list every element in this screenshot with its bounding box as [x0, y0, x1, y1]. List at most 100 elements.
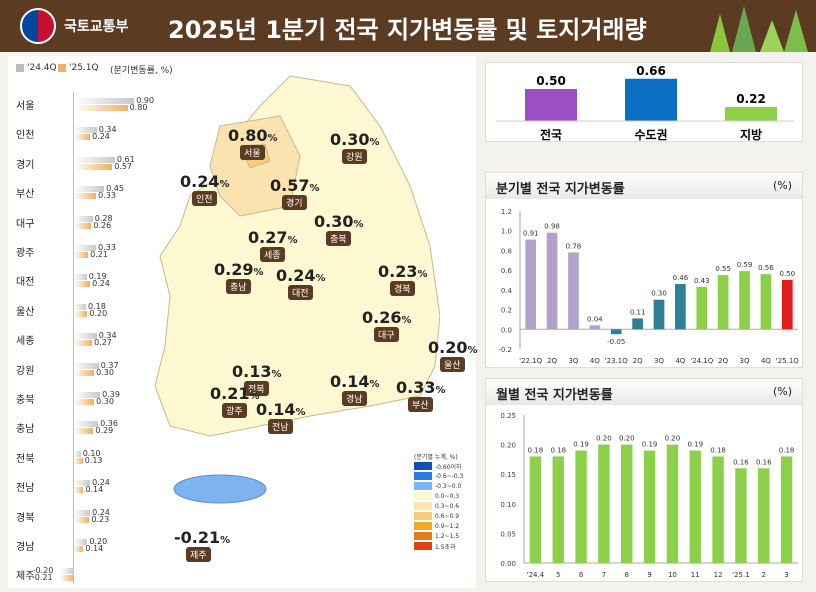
- bar: [546, 232, 558, 330]
- region-label: 경북: [16, 512, 35, 524]
- map-legend-title: (분기별 누계, %): [414, 454, 458, 461]
- bar-b: [74, 428, 94, 435]
- map-value-unit: %: [249, 391, 260, 402]
- bar-a: [74, 509, 91, 516]
- bar: [758, 468, 770, 563]
- x-tick-label: '25.1: [732, 571, 750, 579]
- summary-bar: [725, 106, 777, 121]
- bar: [575, 450, 587, 563]
- bar-a: [74, 245, 97, 251]
- bar-value-b: 0.57: [114, 161, 132, 171]
- x-tick-label: '25.1Q: [776, 357, 800, 365]
- bar-value-a: 0.18: [88, 301, 106, 311]
- region-label: 세종: [16, 336, 35, 348]
- bar-value-a: 0.24: [92, 507, 110, 517]
- bar: [610, 329, 622, 335]
- bar-a: [74, 480, 91, 487]
- bar-a: [74, 186, 105, 193]
- map-value-unit: %: [353, 219, 364, 230]
- bar: [529, 456, 542, 563]
- bar-a: [74, 333, 97, 340]
- bar-value-label: 0.30: [651, 290, 667, 298]
- bar-b: [74, 281, 91, 288]
- legend-swatch: [414, 492, 432, 500]
- legend-swatch: [414, 522, 432, 530]
- map-legend-item: 1.5초과: [414, 541, 463, 551]
- map-value-number: 0.20: [428, 338, 468, 357]
- bar-value-label: 0.19: [687, 441, 703, 449]
- map-value-제주: -0.21%: [174, 528, 230, 547]
- legend-label: 1.2~1.5: [435, 532, 460, 540]
- legend-swatch: [414, 532, 432, 540]
- map-value-광주: 0.21%: [210, 384, 260, 403]
- bar-value-label: 0.56: [758, 264, 774, 272]
- bar-value-b: 0.20: [89, 308, 108, 318]
- bar-value-a: -0.20: [32, 566, 54, 576]
- summary-bar-value: 0.50: [536, 74, 566, 88]
- bar-b: [74, 193, 97, 200]
- map-value-number: 0.21: [210, 384, 250, 403]
- bar-value-label: 0.46: [673, 274, 689, 282]
- region-label: 충북: [16, 395, 35, 406]
- map-legend: (분기별 누계, %) -0.60이하 -0.6~-0.3 -0.3~0.0 0.0~…: [414, 452, 463, 551]
- bar-a: [74, 450, 81, 457]
- bar-value-b: 0.33: [98, 191, 116, 201]
- region-label: 경기: [16, 159, 35, 171]
- bar-value-label: 0.43: [694, 277, 710, 285]
- y-tick-label: 0.4: [501, 287, 513, 295]
- map-region-tag: 세종: [260, 247, 285, 262]
- map-region-tag: 서울: [240, 145, 265, 160]
- bar-value-a: 0.24: [92, 478, 110, 488]
- region-label: 전남: [16, 483, 35, 495]
- bar-value-a: 0.10: [82, 448, 101, 458]
- bar-value-a: 0.28: [94, 213, 113, 223]
- x-tick-label: 3Q: [568, 357, 578, 365]
- x-tick-label: 10: [668, 571, 677, 579]
- bar-value-label: 0.18: [528, 446, 544, 454]
- map-value-number: 0.23: [378, 262, 418, 281]
- bar-value-a: 0.33: [98, 243, 116, 252]
- x-tick-label: 2Q: [633, 357, 643, 365]
- legend-label: -0.60이하: [435, 463, 462, 471]
- x-tick-label: '22.1Q: [519, 357, 543, 365]
- bar-value-b: 0.26: [93, 220, 112, 230]
- bar-value-b: 0.24: [92, 132, 110, 142]
- bar-a: [74, 274, 87, 281]
- map-legend-item: -0.3~0.0: [414, 481, 463, 491]
- org-name: 국토교통부: [64, 19, 129, 35]
- bar-value-label: 0.04: [587, 315, 603, 323]
- map-value-울산: 0.20%: [428, 338, 478, 357]
- bar-a: [74, 303, 87, 310]
- x-tick-label: 4Q: [590, 357, 600, 365]
- bar-value-label: 0.18: [779, 446, 795, 454]
- map-legend-item: 0.6~0.9: [414, 511, 463, 521]
- bar-a: [74, 127, 97, 134]
- x-tick-label: 2Q: [547, 357, 557, 365]
- x-tick-label: '24.4: [527, 571, 545, 579]
- bar-value-a: 0.61: [116, 154, 135, 164]
- region-label: 대구: [16, 218, 35, 230]
- bar-value-label: 0.59: [737, 261, 753, 269]
- y-tick-label: 1.2: [501, 208, 512, 216]
- map-value-unit: %: [253, 267, 264, 278]
- region-label: 광주: [16, 248, 35, 259]
- map-region-tag: 대전: [288, 285, 313, 300]
- bar-value-label: 0.16: [733, 458, 749, 466]
- bar-b: [74, 399, 95, 405]
- region-label: 경남: [16, 542, 35, 553]
- bar-value-b: 0.24: [92, 279, 110, 289]
- region-label: 대전: [16, 277, 35, 289]
- map-value-unit: %: [369, 379, 380, 390]
- bar: [735, 468, 747, 563]
- bar-value-label: 0.98: [544, 223, 560, 231]
- map-legend-item: 0.3~0.6: [414, 501, 463, 511]
- map-value-unit: %: [309, 183, 320, 194]
- x-tick-label: 6: [579, 571, 584, 579]
- bar: [643, 450, 656, 563]
- header-banner: 국토교통부 2025년 1분기 전국 지가변동률 및 토지거래량: [0, 0, 816, 52]
- summary-category-label: 지방: [740, 127, 762, 142]
- x-tick-label: 2Q: [718, 357, 728, 365]
- bar: [780, 456, 793, 563]
- legend-unit: (분기변동률, %): [110, 66, 173, 76]
- bar-value-label: 0.18: [550, 446, 566, 454]
